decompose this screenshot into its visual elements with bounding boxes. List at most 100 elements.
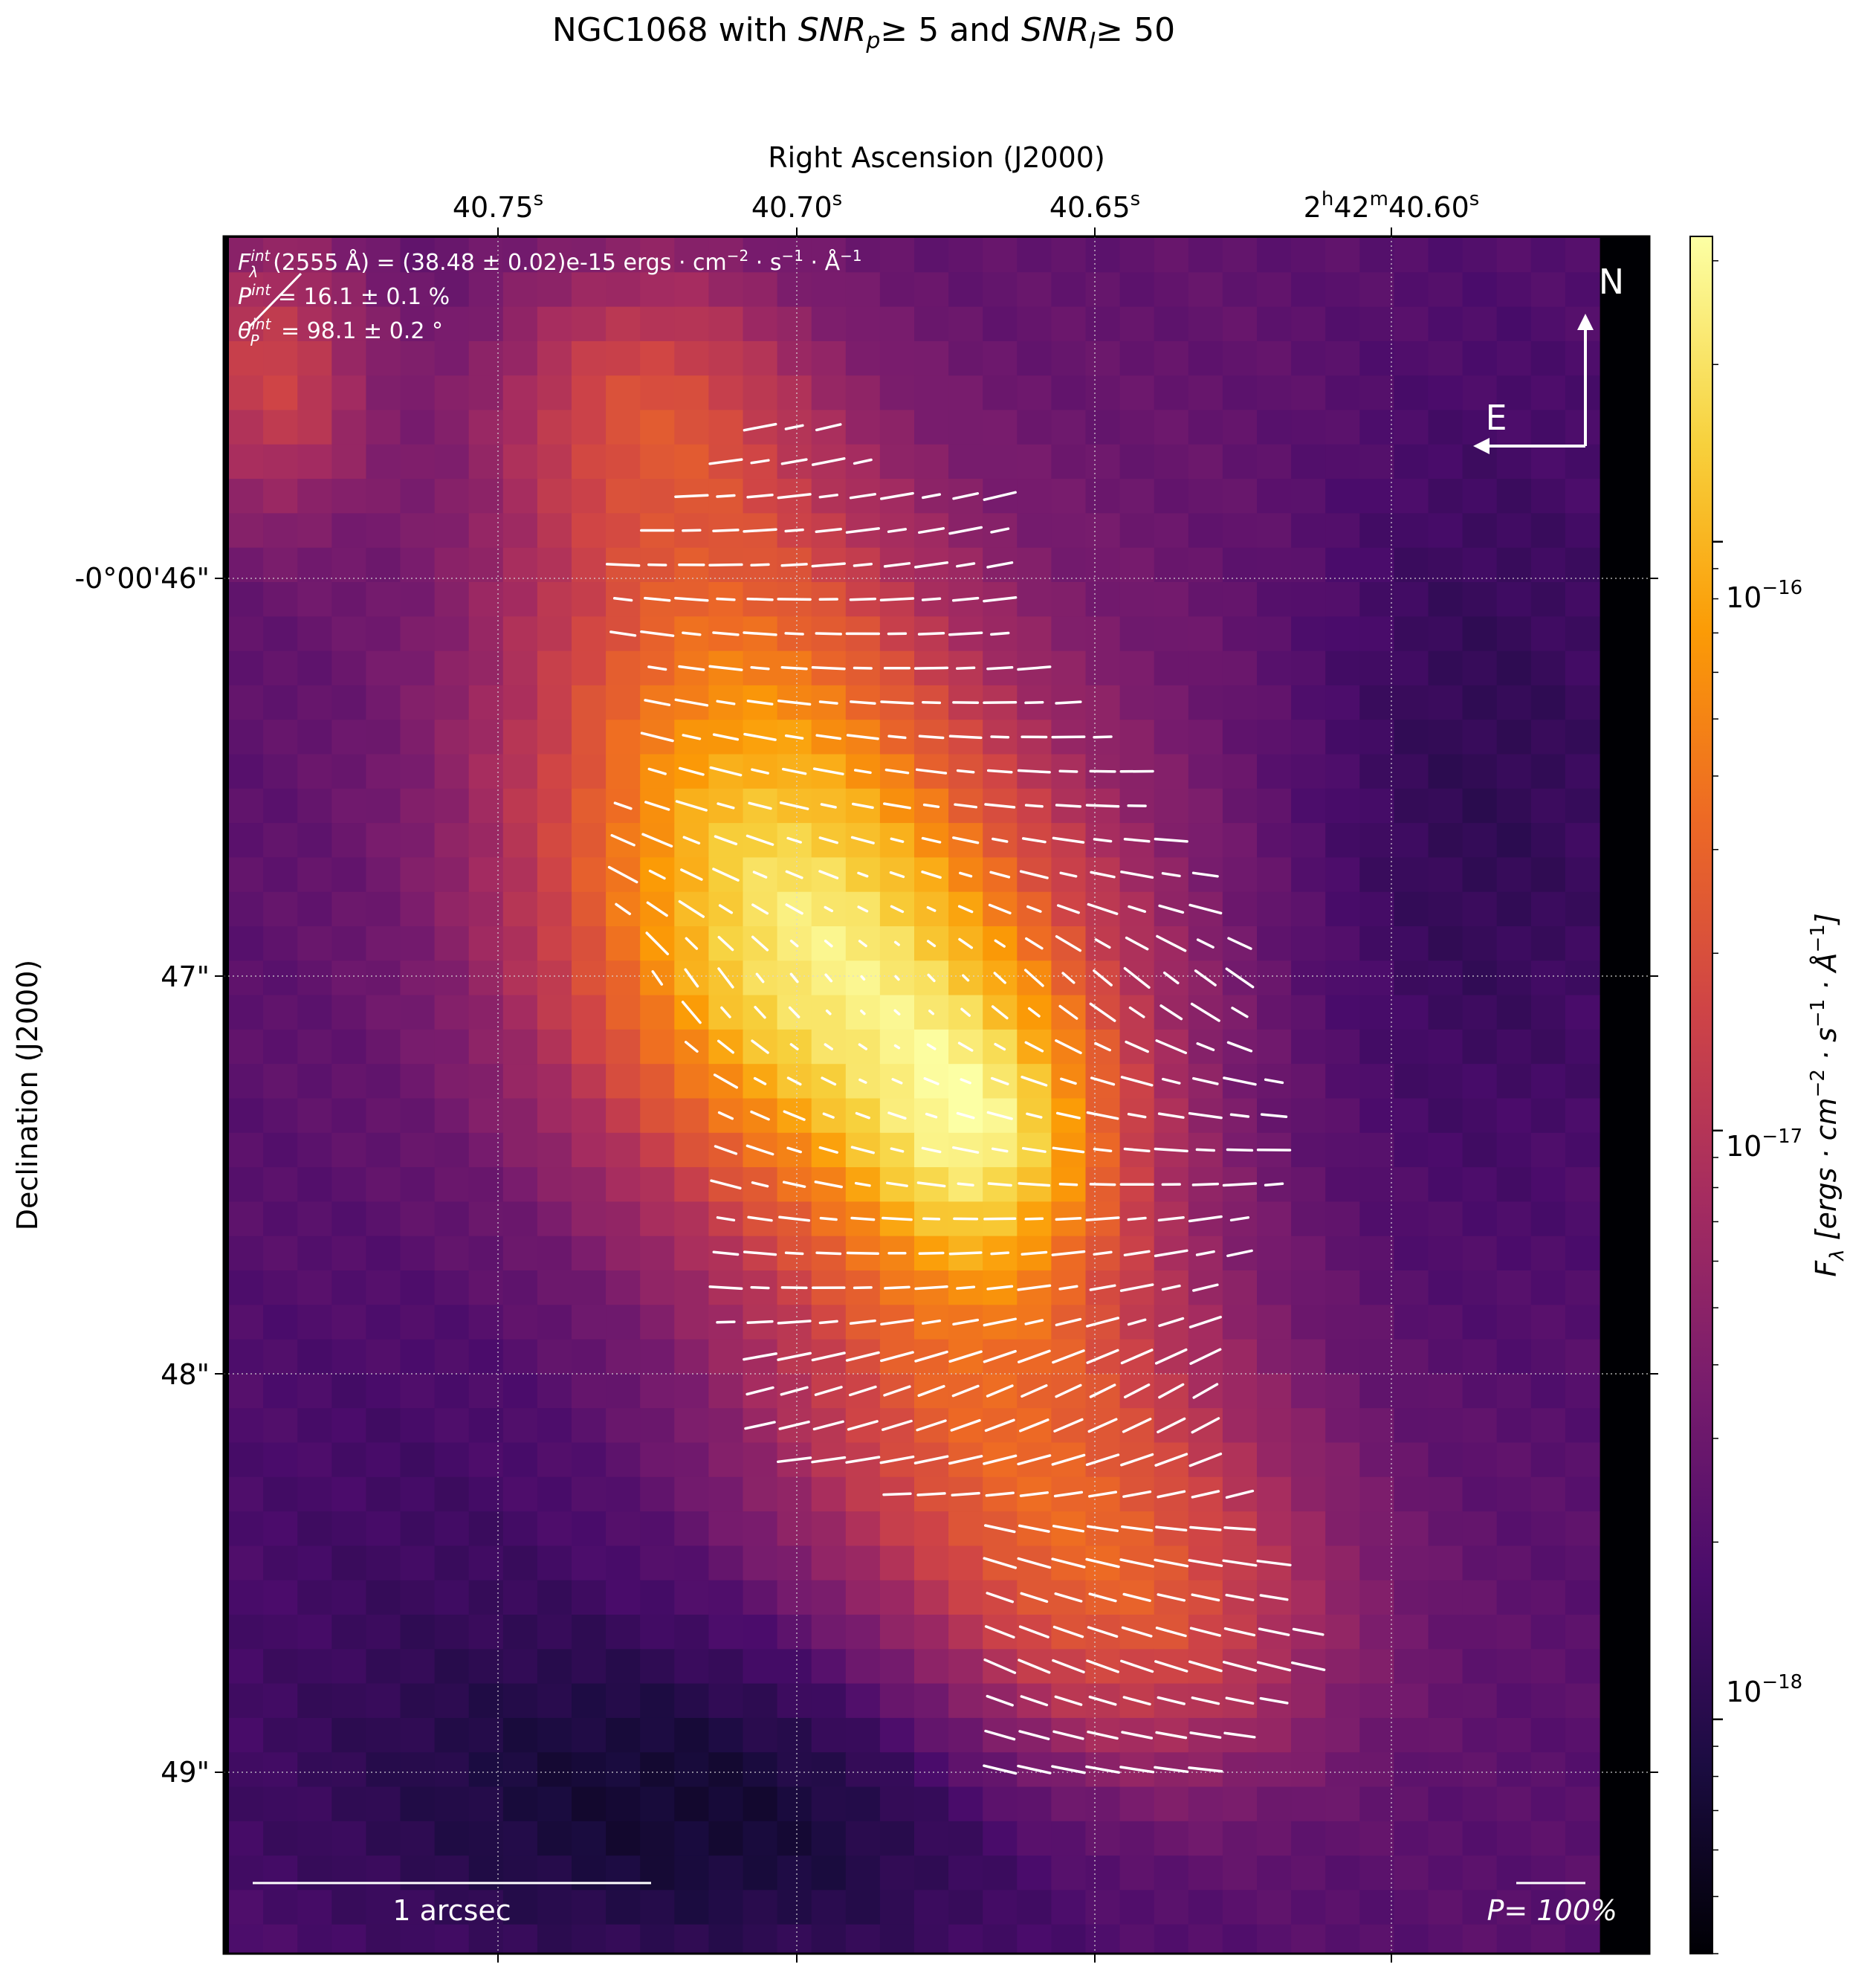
polarization-vector bbox=[882, 1419, 913, 1431]
flux-pixel bbox=[537, 1029, 572, 1065]
flux-pixel bbox=[434, 926, 470, 961]
flux-pixel bbox=[914, 1615, 949, 1650]
polarization-vector bbox=[678, 766, 705, 776]
flux-pixel bbox=[674, 1717, 709, 1753]
flux-pixel bbox=[537, 1821, 572, 1856]
flux-pixel bbox=[537, 547, 572, 583]
flux-pixel bbox=[1325, 1683, 1360, 1719]
flux-pixel bbox=[1051, 1786, 1087, 1822]
flux-pixel bbox=[537, 1132, 572, 1168]
flux-pixel bbox=[400, 1890, 436, 1925]
flux-pixel bbox=[572, 479, 607, 514]
polarization-vector bbox=[674, 698, 709, 707]
polarization-vector bbox=[853, 769, 872, 775]
flux-pixel bbox=[1325, 754, 1360, 789]
flux-pixel bbox=[1565, 1270, 1600, 1305]
polarization-vector bbox=[812, 767, 844, 775]
flux-pixel bbox=[297, 1029, 332, 1065]
flux-pixel bbox=[1359, 1821, 1394, 1856]
flux-pixel bbox=[1119, 685, 1155, 720]
flux-pixel bbox=[1565, 1683, 1600, 1719]
polarization-vector bbox=[952, 836, 980, 844]
flux-pixel bbox=[331, 1580, 366, 1615]
polarization-vector bbox=[1154, 1453, 1188, 1467]
flux-pixel bbox=[1085, 616, 1121, 652]
polarization-vector bbox=[880, 700, 914, 705]
flux-pixel bbox=[777, 1717, 812, 1753]
polarization-vector bbox=[1231, 1007, 1249, 1018]
flux-pixel bbox=[1394, 720, 1429, 755]
flux-pixel bbox=[366, 891, 401, 927]
flux-pixel bbox=[229, 1373, 264, 1409]
flux-pixel bbox=[1394, 1546, 1429, 1581]
flux-pixel bbox=[948, 444, 983, 479]
flux-pixel bbox=[1428, 1408, 1463, 1444]
flux-pixel bbox=[297, 1442, 332, 1478]
polarization-vector bbox=[1225, 1489, 1255, 1499]
flux-pixel bbox=[366, 1683, 401, 1719]
flux-pixel bbox=[434, 857, 470, 893]
flux-pixel bbox=[434, 1683, 470, 1719]
flux-pixel bbox=[1188, 1786, 1223, 1822]
polarization-vector bbox=[845, 1456, 881, 1464]
flux-pixel bbox=[1394, 340, 1429, 376]
flux-pixel bbox=[811, 1683, 847, 1719]
flux-pixel bbox=[537, 685, 572, 720]
flux-pixel bbox=[1222, 1890, 1258, 1925]
flux-pixel bbox=[879, 340, 915, 376]
polarization-vector bbox=[778, 1215, 811, 1222]
polarization-vector bbox=[1188, 1452, 1223, 1467]
polarization-vector bbox=[1222, 1182, 1258, 1187]
flux-pixel bbox=[1154, 410, 1189, 445]
polarization-vector bbox=[678, 665, 705, 671]
polarization-vector bbox=[956, 769, 975, 774]
polarization-vector bbox=[824, 905, 834, 913]
flux-pixel bbox=[366, 272, 401, 308]
flux-pixel bbox=[1291, 1752, 1326, 1788]
flux-pixel bbox=[1359, 340, 1394, 376]
y-axis-label: Declination (J2000) bbox=[11, 960, 44, 1230]
flux-pixel bbox=[1359, 1098, 1394, 1134]
angle-annotation: θint P = 98.1 ± 0.2 ° bbox=[238, 315, 443, 349]
flux-pixel bbox=[468, 513, 504, 549]
flux-pixel bbox=[537, 1856, 572, 1890]
flux-pixel bbox=[366, 685, 401, 720]
flux-pixel bbox=[263, 1236, 298, 1271]
flux-pixel bbox=[1325, 616, 1360, 652]
polarization-vector bbox=[923, 1076, 939, 1085]
flux-pixel bbox=[263, 720, 298, 755]
flux-pixel bbox=[502, 1649, 538, 1685]
flux-pixel bbox=[297, 926, 332, 961]
flux-pixel bbox=[1291, 1546, 1326, 1581]
flux-pixel bbox=[1222, 375, 1258, 411]
polarization-vector bbox=[849, 1319, 876, 1325]
flux-pixel bbox=[845, 1717, 881, 1753]
flux-pixel bbox=[983, 238, 1018, 273]
flux-pixel bbox=[1565, 238, 1600, 273]
flux-pixel bbox=[468, 1408, 504, 1444]
polarization-vector bbox=[1061, 972, 1076, 984]
flux-pixel bbox=[1119, 444, 1155, 479]
polarization-vector bbox=[746, 700, 774, 705]
polarization-vector bbox=[818, 836, 838, 844]
polarization-vector bbox=[640, 630, 675, 637]
flux-pixel bbox=[1119, 513, 1155, 549]
flux-pixel bbox=[331, 1511, 366, 1546]
flux-pixel bbox=[811, 1890, 847, 1925]
flux-pixel bbox=[777, 1511, 812, 1546]
flux-pixel bbox=[263, 1890, 298, 1925]
flux-pixel bbox=[845, 1786, 881, 1822]
flux-pixel bbox=[434, 1373, 470, 1409]
polarization-vector bbox=[948, 1455, 983, 1465]
polarization-vector bbox=[851, 802, 874, 810]
polarization-vector bbox=[1120, 1349, 1154, 1365]
flux-pixel bbox=[263, 1649, 298, 1685]
polarization-vector bbox=[926, 940, 937, 948]
flux-pixel bbox=[537, 1546, 572, 1581]
flux-pixel bbox=[1257, 513, 1292, 549]
polarization-vector bbox=[1085, 1216, 1120, 1221]
flux-pixel bbox=[331, 788, 366, 824]
flux-pixel bbox=[1530, 306, 1566, 342]
flux-pixel bbox=[606, 1924, 641, 1954]
flux-pixel bbox=[1325, 1201, 1360, 1237]
